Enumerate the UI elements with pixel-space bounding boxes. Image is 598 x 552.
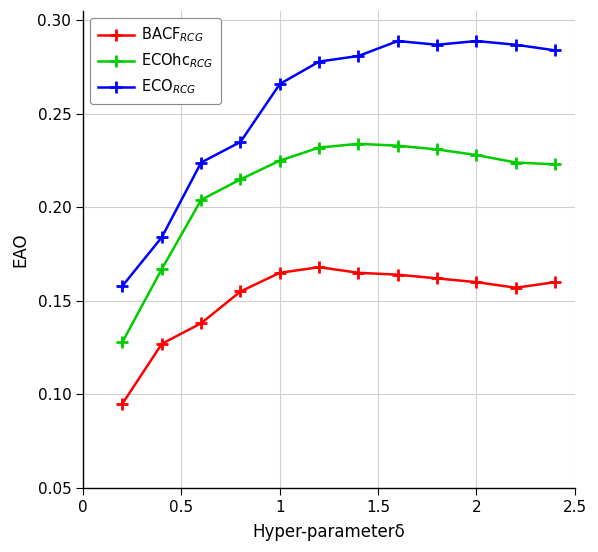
ECO$_{RCG}$ [197,159,205,166]
ECOhc$_{RCG}$ [434,146,441,153]
BACF$_{RCG}$ [276,269,283,276]
Line: BACF$_{RCG}$: BACF$_{RCG}$ [116,261,562,410]
BACF$_{RCG}$ [158,341,166,347]
ECOhc$_{RCG}$ [119,338,126,345]
ECOhc$_{RCG}$ [551,161,559,168]
ECO$_{RCG}$ [355,52,362,59]
ECO$_{RCG}$ [158,234,166,241]
BACF$_{RCG}$ [197,320,205,327]
BACF$_{RCG}$ [434,275,441,282]
BACF$_{RCG}$ [316,264,323,270]
BACF$_{RCG}$ [237,288,244,295]
BACF$_{RCG}$ [551,279,559,285]
BACF$_{RCG}$ [119,400,126,407]
ECO$_{RCG}$ [394,38,401,44]
ECO$_{RCG}$ [473,38,480,44]
ECO$_{RCG}$ [276,81,283,87]
ECOhc$_{RCG}$ [276,157,283,164]
Y-axis label: EAO: EAO [11,232,29,267]
BACF$_{RCG}$ [355,269,362,276]
ECOhc$_{RCG}$ [158,266,166,272]
ECO$_{RCG}$ [119,283,126,289]
ECO$_{RCG}$ [512,41,520,48]
Legend: BACF$_{RCG}$, ECOhc$_{RCG}$, ECO$_{RCG}$: BACF$_{RCG}$, ECOhc$_{RCG}$, ECO$_{RCG}$ [90,18,221,104]
ECOhc$_{RCG}$ [237,176,244,183]
X-axis label: Hyper-parameterδ: Hyper-parameterδ [252,523,405,541]
BACF$_{RCG}$ [394,272,401,278]
Line: ECOhc$_{RCG}$: ECOhc$_{RCG}$ [116,137,562,348]
BACF$_{RCG}$ [512,284,520,291]
ECO$_{RCG}$ [237,139,244,145]
ECOhc$_{RCG}$ [197,197,205,203]
ECOhc$_{RCG}$ [355,141,362,147]
ECO$_{RCG}$ [551,47,559,54]
ECO$_{RCG}$ [316,59,323,65]
BACF$_{RCG}$ [473,279,480,285]
ECOhc$_{RCG}$ [512,159,520,166]
ECOhc$_{RCG}$ [394,142,401,149]
ECO$_{RCG}$ [434,41,441,48]
Line: ECO$_{RCG}$: ECO$_{RCG}$ [116,35,562,292]
ECOhc$_{RCG}$ [316,144,323,151]
ECOhc$_{RCG}$ [473,152,480,158]
